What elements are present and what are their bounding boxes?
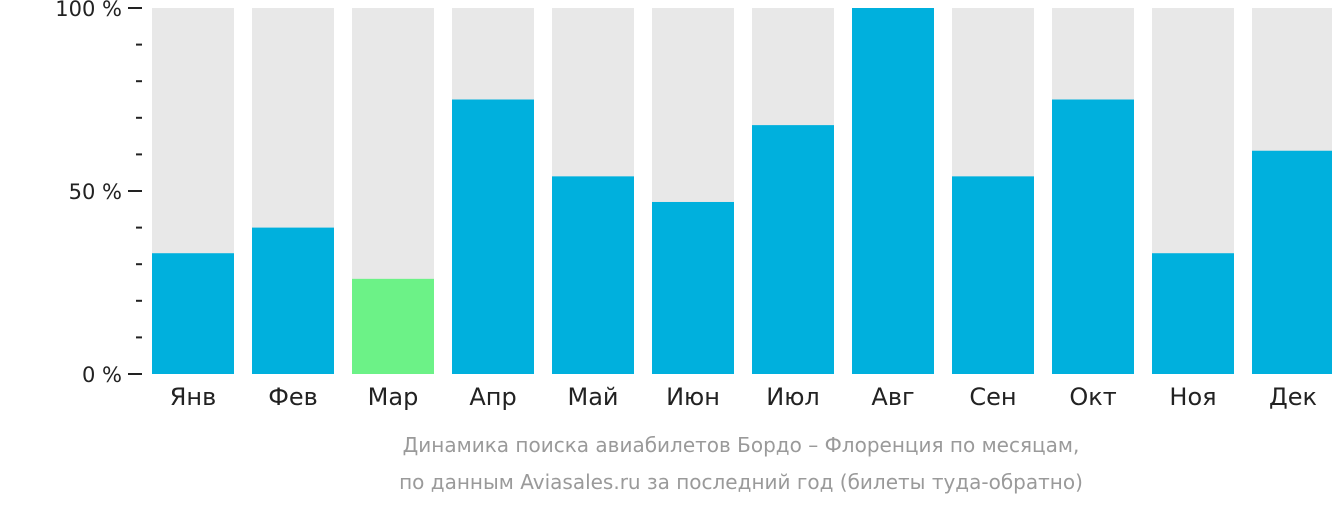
y-axis: 0 % 50 % 100 % xyxy=(55,0,142,387)
x-tick-label: Июл xyxy=(766,383,820,411)
bar-3 xyxy=(352,278,434,374)
x-tick-label: Июн xyxy=(666,383,720,411)
bar-4 xyxy=(452,99,534,374)
caption-line-2: по данным Aviasales.ru за последний год … xyxy=(399,470,1083,494)
bar-11 xyxy=(1152,253,1234,374)
x-axis: Янв Фев Мар Апр Май Июн Июл Авг Сен Окт Ноя Дек xyxy=(170,383,1317,411)
bar-9 xyxy=(952,176,1034,374)
bars-group xyxy=(152,8,1332,375)
x-tick-label: Фев xyxy=(268,383,318,411)
x-tick-label: Окт xyxy=(1069,383,1116,411)
x-tick-label: Ноя xyxy=(1169,383,1216,411)
x-tick-label: Май xyxy=(567,383,618,411)
bar-1 xyxy=(152,253,234,374)
x-tick-label: Дек xyxy=(1269,383,1317,411)
x-tick-label: Авг xyxy=(871,383,914,411)
bar-2 xyxy=(252,227,334,374)
bar-10 xyxy=(1052,99,1134,374)
bar-12 xyxy=(1252,150,1332,374)
bar-6 xyxy=(652,201,734,374)
caption-line-1: Динамика поиска авиабилетов Бордо – Флор… xyxy=(403,433,1080,457)
x-tick-label: Сен xyxy=(969,383,1016,411)
x-tick-label: Янв xyxy=(170,383,217,411)
bar-5 xyxy=(552,176,634,374)
bar-8 xyxy=(852,8,934,374)
bar-7 xyxy=(752,125,834,375)
x-tick-label: Мар xyxy=(368,383,419,411)
y-tick-label: 50 % xyxy=(69,180,122,204)
x-tick-label: Апр xyxy=(469,383,516,411)
y-tick-label: 100 % xyxy=(55,0,122,21)
y-tick-label: 0 % xyxy=(82,363,122,387)
chart-caption: Динамика поиска авиабилетов Бордо – Флор… xyxy=(399,433,1083,494)
